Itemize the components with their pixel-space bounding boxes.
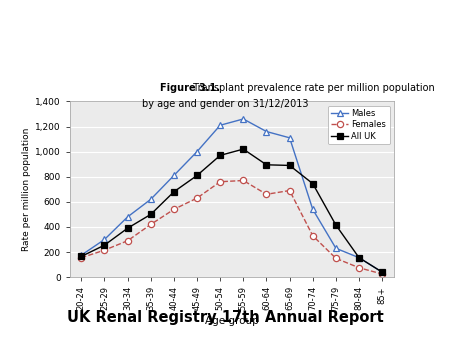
Y-axis label: Rate per million population: Rate per million population [22,127,31,251]
Line: All UK: All UK [78,146,385,275]
Text: UK Renal Registry 17th Annual Report: UK Renal Registry 17th Annual Report [67,310,383,325]
Females [217,180,223,184]
All UK [287,163,292,167]
Males [102,238,107,242]
All UK [148,212,153,216]
Males [356,256,362,260]
Males [333,246,338,250]
Females [79,256,84,260]
Text: by age and gender on 31/12/2013: by age and gender on 31/12/2013 [142,99,308,109]
Males [171,173,176,177]
All UK [264,163,269,167]
All UK [125,226,130,230]
Males [79,253,84,257]
Females [264,192,269,196]
Males [310,207,315,211]
All UK [241,147,246,151]
Males [148,197,153,201]
Males [125,215,130,219]
All UK [79,255,84,259]
All UK [333,223,338,227]
All UK [102,243,107,247]
Line: Females: Females [78,177,385,277]
Text: Figure 3.1.: Figure 3.1. [160,83,220,93]
Females [171,207,176,211]
Males [217,123,223,127]
Line: Males: Males [78,116,385,275]
All UK [194,173,200,177]
Females [356,266,362,270]
X-axis label: Age group: Age group [205,316,259,326]
All UK [379,270,385,274]
All UK [310,182,315,186]
Males [379,270,385,274]
All UK [217,153,223,158]
Females [102,248,107,252]
Females [125,239,130,243]
Males [287,136,292,140]
All UK [356,256,362,260]
Females [333,256,338,260]
Males [194,150,200,154]
Males [264,129,269,134]
Females [241,178,246,183]
Legend: Males, Females, All UK: Males, Females, All UK [328,105,390,144]
Females [148,222,153,226]
Females [287,189,292,193]
Males [241,117,246,121]
Females [194,196,200,200]
Females [379,272,385,276]
Text: Transplant prevalence rate per million population: Transplant prevalence rate per million p… [190,83,435,93]
All UK [171,190,176,194]
Females [310,234,315,238]
